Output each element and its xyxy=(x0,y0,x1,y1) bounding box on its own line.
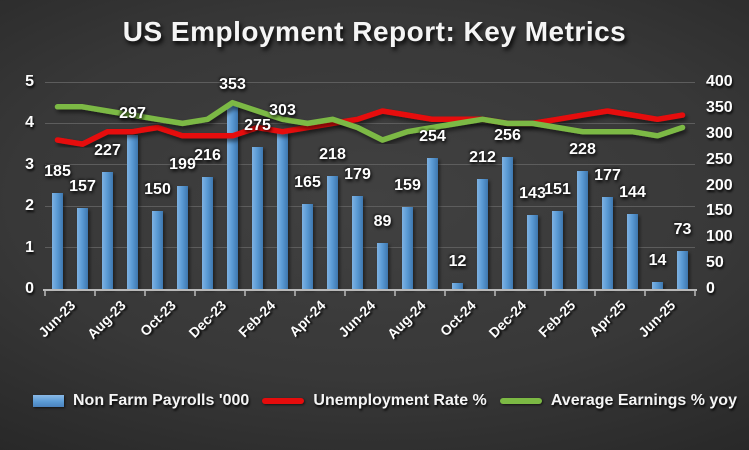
x-axis-tick xyxy=(644,291,646,296)
x-axis-tick xyxy=(294,291,296,296)
bar-Jul-24 xyxy=(377,242,388,289)
left-axis-tick-label: 3 xyxy=(25,155,34,173)
bar-Jun-23 xyxy=(52,193,63,289)
gridline xyxy=(45,205,695,207)
red-line-swatch-icon xyxy=(262,398,305,404)
bar-Sep-23 xyxy=(127,135,138,289)
x-axis-label-Oct-24: Oct-24 xyxy=(436,297,479,340)
x-axis-tick xyxy=(694,291,696,296)
line-unemployment-rate- xyxy=(54,108,686,147)
left-axis-tick-label: 2 xyxy=(25,197,34,215)
x-axis-label-Feb-24: Feb-24 xyxy=(235,297,279,341)
bar-Jun-25 xyxy=(652,281,663,289)
x-axis-label-Aug-23: Aug-23 xyxy=(83,297,129,342)
bar-Jul-25 xyxy=(677,251,688,289)
legend-label: Average Earnings % yoy xyxy=(550,392,737,409)
chart-title: US Employment Report: Key Metrics xyxy=(122,16,627,47)
x-axis-label-Dec-23: Dec-23 xyxy=(185,297,229,341)
x-axis-tick xyxy=(494,291,496,296)
bar-May-24 xyxy=(327,176,338,289)
x-axis-tick xyxy=(544,291,546,296)
x-axis-label-Apr-24: Apr-24 xyxy=(286,297,329,340)
bar-May-25 xyxy=(627,214,638,289)
x-axis-label-Feb-25: Feb-25 xyxy=(535,297,579,341)
bar-Apr-25 xyxy=(602,197,613,289)
right-axis-tick-label: 150 xyxy=(706,202,733,220)
line-average-earnings-yoy xyxy=(54,99,686,143)
bar-Feb-24 xyxy=(252,146,263,289)
green-line-swatch-icon xyxy=(499,398,542,404)
left-axis-tick-label: 4 xyxy=(25,114,34,132)
x-axis-tick xyxy=(94,291,96,296)
x-axis-label-Jun-25: Jun-25 xyxy=(635,297,679,341)
bar-Jun-24 xyxy=(352,196,363,289)
right-axis-tick-label: 400 xyxy=(706,73,733,90)
bar-Feb-25 xyxy=(552,210,563,289)
right-axis-tick-label: 200 xyxy=(706,176,733,194)
lines-layer xyxy=(54,99,686,147)
gridline xyxy=(45,164,695,166)
right-axis-tick-label: 250 xyxy=(706,150,733,168)
right-axis-tick-label: 50 xyxy=(706,254,724,272)
bar-Aug-23 xyxy=(102,171,113,289)
legend-label: Unemployment Rate % xyxy=(313,392,487,409)
legend: Non Farm Payrolls '000 Unemployment Rate… xyxy=(0,392,749,410)
right-axis-tick-label: 350 xyxy=(706,98,733,116)
right-axis-tick-label: 0 xyxy=(706,280,715,297)
left-axis-tick-label: 0 xyxy=(25,280,34,297)
bar-Dec-23 xyxy=(202,177,213,289)
x-axis-label-Oct-23: Oct-23 xyxy=(136,297,179,340)
legend-item-unemployment-rate: Unemployment Rate % xyxy=(262,392,487,410)
x-axis-label-Aug-24: Aug-24 xyxy=(383,297,429,342)
x-axis-tick xyxy=(244,291,246,296)
right-axis-tick-label: 300 xyxy=(706,124,733,142)
x-axis-label-Dec-24: Dec-24 xyxy=(485,297,529,341)
legend-item-average-earnings: Average Earnings % yoy xyxy=(499,392,737,410)
x-axis-tick xyxy=(444,291,446,296)
bar-Aug-24 xyxy=(402,206,413,289)
x-axis-tick xyxy=(44,291,46,296)
legend-label: Non Farm Payrolls '000 xyxy=(73,392,250,409)
bar-Mar-24 xyxy=(277,132,288,289)
bar-Sep-24 xyxy=(427,157,438,289)
gridline xyxy=(45,247,695,249)
x-axis-tick xyxy=(344,291,346,296)
legend-item-nonfarm-payrolls: Non Farm Payrolls '000 xyxy=(33,392,249,410)
bar-Mar-25 xyxy=(577,171,588,289)
x-axis-label-Jun-23: Jun-23 xyxy=(35,297,79,341)
left-axis-tick-label: 1 xyxy=(25,238,34,256)
x-axis-tick xyxy=(394,291,396,296)
left-axis-tick-label: 5 xyxy=(25,73,34,90)
x-axis-tick xyxy=(194,291,196,296)
bar-Apr-24 xyxy=(302,203,313,289)
x-axis-tick xyxy=(144,291,146,296)
bar-Jan-24 xyxy=(227,106,238,289)
gridline xyxy=(45,122,695,124)
bar-swatch-icon xyxy=(33,395,64,407)
x-axis-label-Jun-24: Jun-24 xyxy=(335,297,379,341)
gridline xyxy=(45,81,695,83)
bar-Nov-24 xyxy=(477,179,488,289)
x-axis-tick xyxy=(594,291,596,296)
bar-Nov-23 xyxy=(177,186,188,289)
bar-Oct-23 xyxy=(152,211,163,289)
plot-area: 185 157 227 297 150 199 216 353 275 303 165 218 179 8… xyxy=(43,76,697,296)
right-axis-tick-label: 100 xyxy=(706,228,733,246)
x-axis-label-Apr-25: Apr-25 xyxy=(586,297,629,340)
bar-Dec-24 xyxy=(502,156,513,289)
x-axis-line xyxy=(43,289,697,291)
bar-Jul-23 xyxy=(77,207,88,289)
bar-Jan-25 xyxy=(527,215,538,289)
bar-Oct-24 xyxy=(452,282,463,289)
